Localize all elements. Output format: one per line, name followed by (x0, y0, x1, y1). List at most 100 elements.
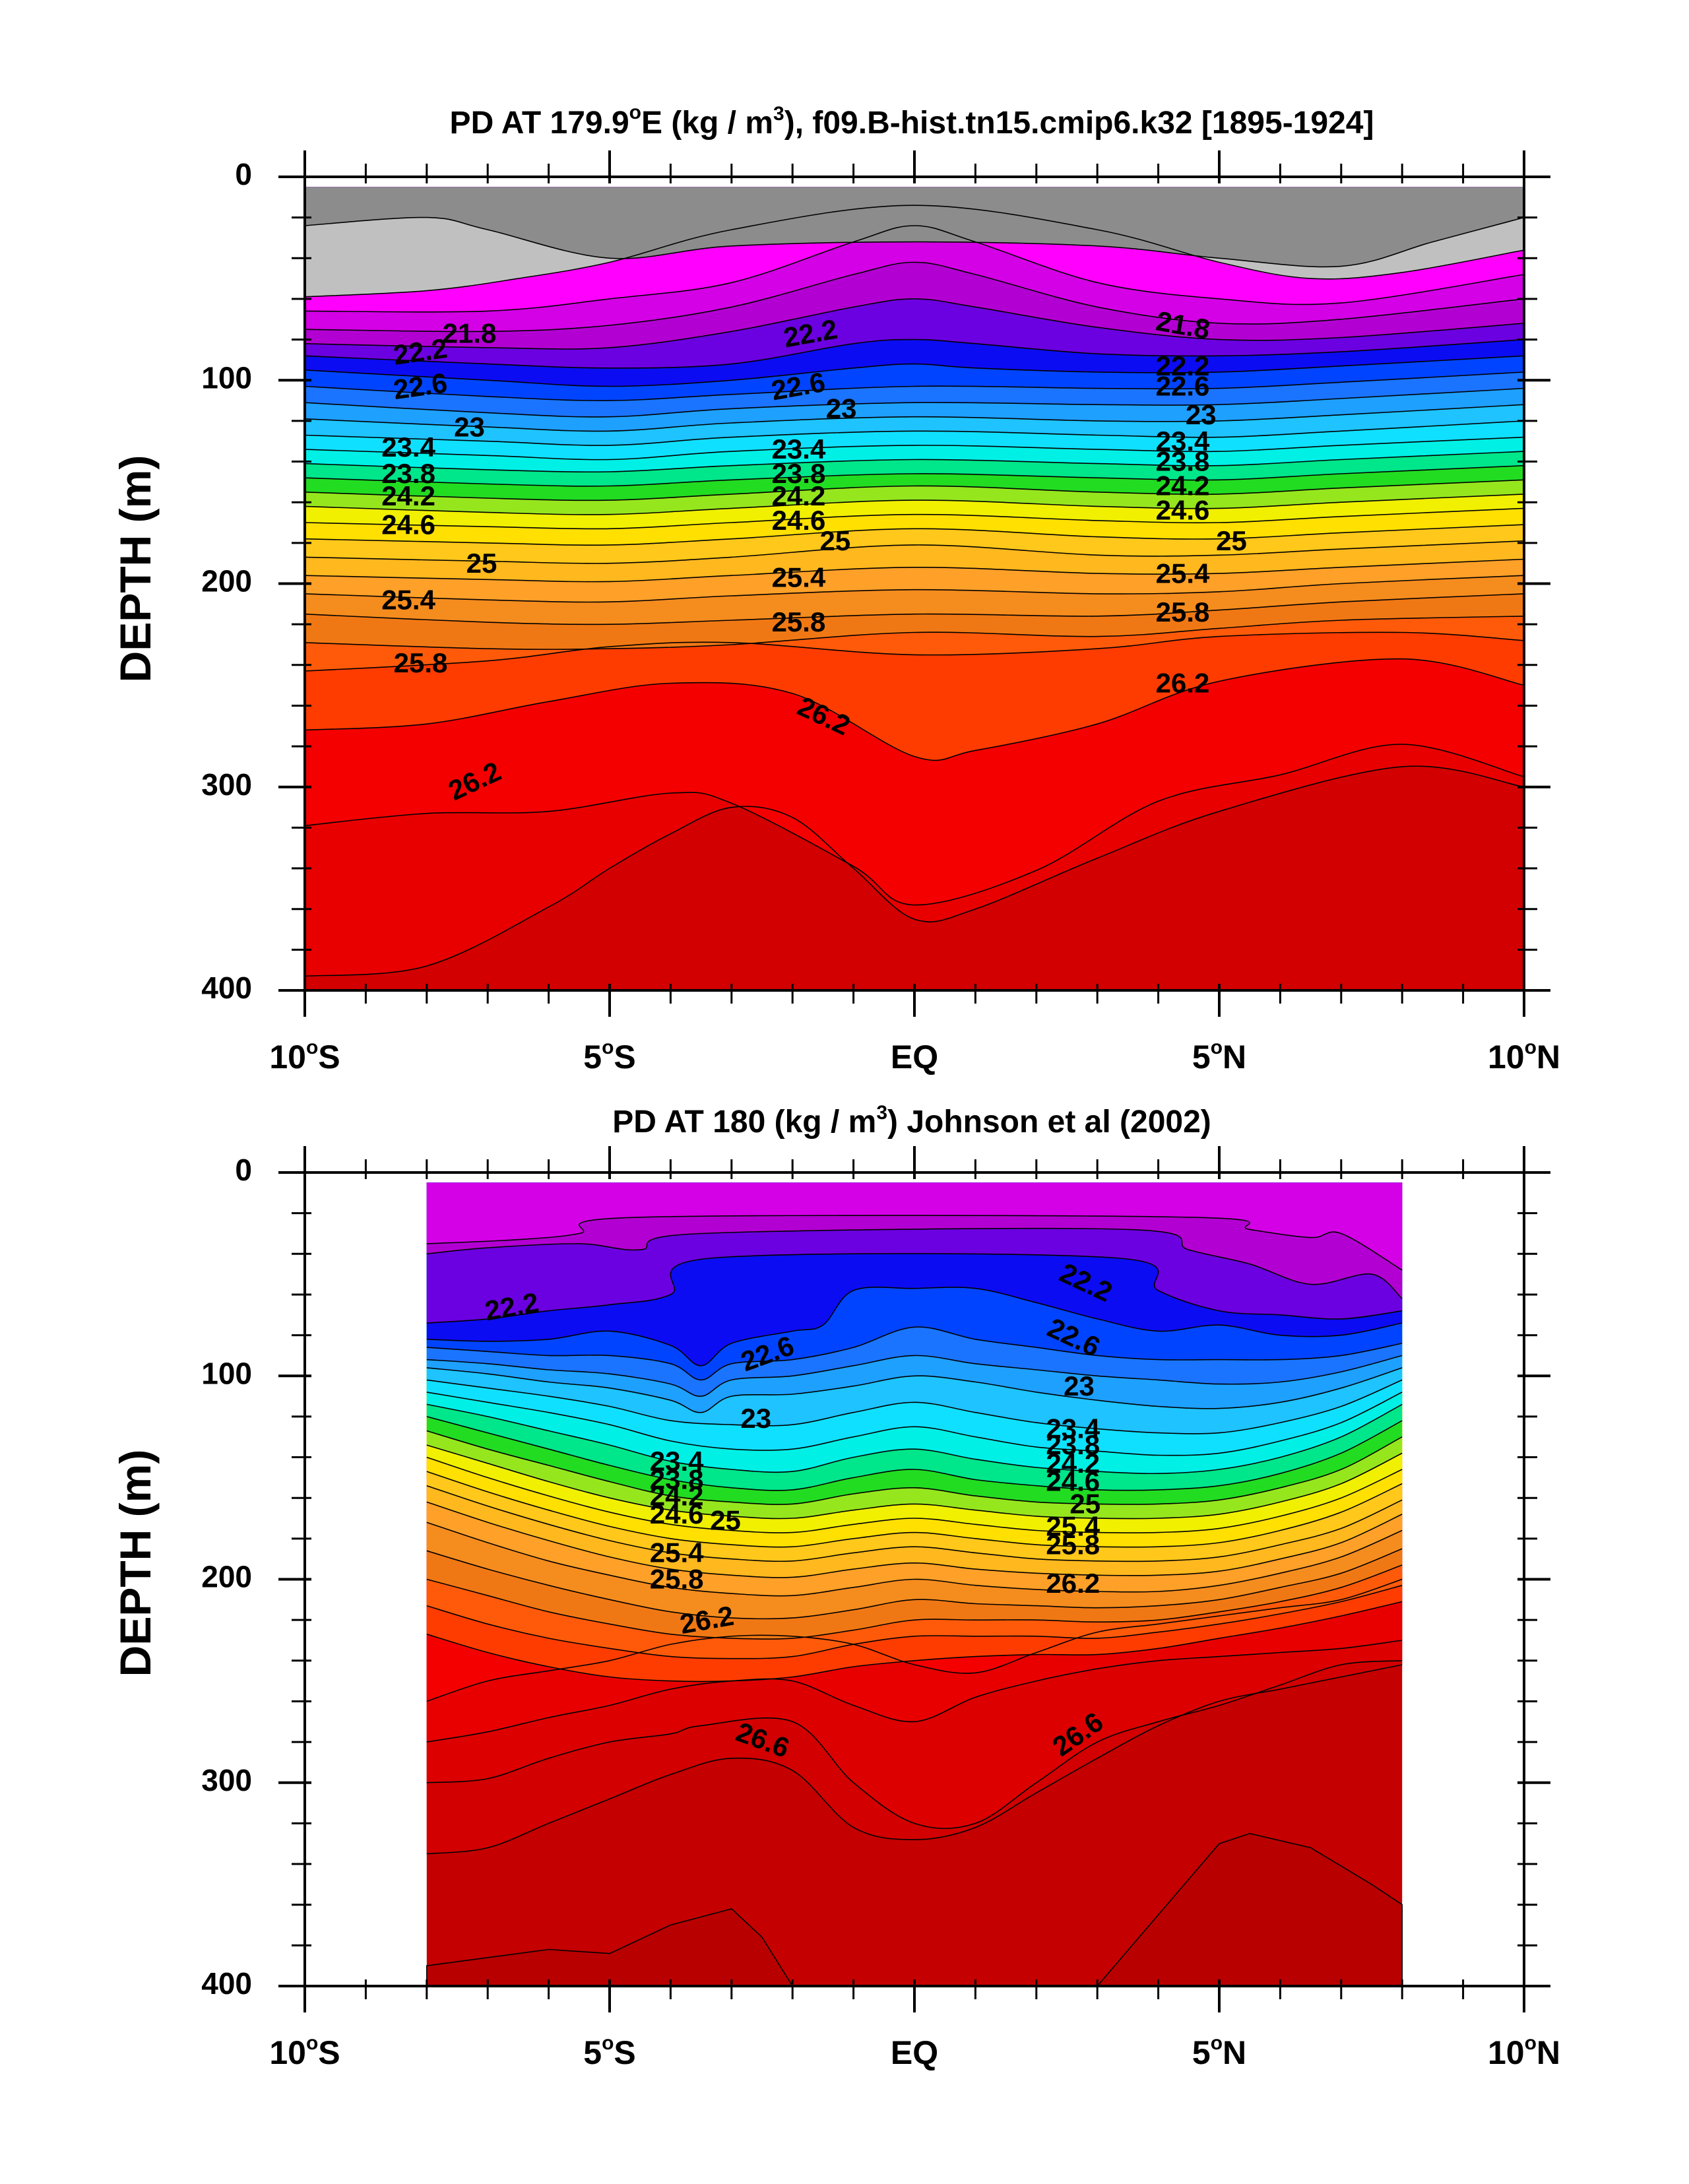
y-tick-label: 300 (201, 1763, 252, 1797)
x-tick-label: 5oN (1192, 2032, 1246, 2071)
isopycnal-line-26.2 (305, 658, 1524, 761)
contour-label: 24.6 (1156, 495, 1210, 526)
isopycnal-line-26 (305, 631, 1524, 672)
observation-panel: PD AT 180 (kg / m3) Johnson et al (2002)… (111, 1102, 1560, 2071)
isopycnal-line-25.1 (426, 1501, 1403, 1578)
isopycnal-line-25.8 (305, 616, 1524, 650)
contour-label: 24.2 (1046, 1448, 1100, 1479)
isopycnal-line-25.3 (426, 1522, 1403, 1597)
isopycnal-line-26.3 (426, 1578, 1403, 1702)
isopycnal-line-21.9 (426, 1215, 1403, 1271)
contour-fills (426, 1182, 1403, 1986)
y-axis-label: DEPTH (m) (111, 455, 160, 683)
y-tick-label: 400 (201, 971, 252, 1005)
isopycnal-line-26.9 (426, 1664, 1403, 1855)
contour-label: 25.4 (650, 1537, 704, 1568)
isopycnal-line-22.7 (426, 1326, 1403, 1381)
isopycnal-line-23.5 (426, 1392, 1403, 1456)
contour-label: 23.4 (1156, 426, 1210, 457)
contour-label: 25 (820, 525, 851, 556)
isopycnal-line-22.8 (305, 371, 1524, 401)
contour-label: 22.6 (391, 367, 449, 405)
isopycnal-line-24.8 (305, 524, 1524, 546)
contour-label: 25.4 (1046, 1511, 1100, 1542)
contour-label: 23.4 (1046, 1413, 1100, 1444)
contour-label: 23.4 (381, 432, 435, 463)
isopycnal-line-24.4 (305, 494, 1524, 515)
contour-label: 25.4 (1156, 558, 1210, 589)
contour-label: 25.8 (1046, 1529, 1100, 1560)
x-tick-label: 10oN (1488, 1037, 1560, 1076)
contour-label: 23.4 (772, 434, 826, 465)
isopycnal-line-23.2 (305, 404, 1524, 432)
isopycnal-line-24.5 (426, 1456, 1403, 1533)
isopycnal-line-25.6 (305, 593, 1524, 626)
isopycnal-line-24.7 (426, 1471, 1403, 1548)
contour-label: 23 (826, 393, 857, 424)
isopycnal-line-23.9 (426, 1416, 1403, 1491)
contour-label: 24.6 (381, 509, 435, 540)
isopycnal-line-24.3 (426, 1444, 1403, 1520)
y-tick-label: 0 (235, 1153, 252, 1187)
isopycnal-line-23 (305, 387, 1524, 418)
contour-label: 25 (466, 548, 497, 579)
panel-title: PD AT 179.9oE (kg / m3), f09.B-hist.tn15… (450, 102, 1374, 141)
contour-label: 25.8 (650, 1564, 704, 1595)
axes: 0 100 200 300 400 10oS 5oS EQ 5oN 10oN (201, 1146, 1560, 2071)
contour-label: 24.2 (1156, 470, 1210, 501)
density-band-21.9 (426, 1182, 1403, 1270)
contour-label: 25 (1069, 1489, 1100, 1520)
contour-label: 25.8 (394, 647, 448, 678)
isopycnal-line-25.5 (426, 1548, 1403, 1620)
isopycnal-line-23.8 (305, 451, 1524, 473)
contour-label: 24.6 (772, 505, 826, 536)
contour-label: 23.8 (772, 458, 826, 489)
contour-label: 22.2 (1156, 350, 1210, 381)
x-tick-label: EQ (891, 2034, 938, 2071)
isopycnal-line-21.4 (305, 216, 1524, 268)
contour-label: 23.8 (1046, 1429, 1100, 1460)
y-tick-label: 200 (201, 564, 252, 598)
isopycnal-line-26.1 (426, 1601, 1403, 1683)
contour-label: 25.8 (1156, 596, 1210, 627)
contour-label: 24.6 (650, 1498, 704, 1529)
contour-label: 25.8 (772, 606, 826, 637)
contour-label: 25 (710, 1504, 741, 1535)
contour-label: 23.4 (650, 1446, 704, 1477)
isopycnal-line-23.6 (305, 436, 1524, 461)
isopycnal-line-21.8 (305, 225, 1524, 313)
contour-label: 24.6 (1046, 1466, 1100, 1497)
isopycnal-line-26.7 (426, 1660, 1403, 1829)
contour-label: 24.2 (381, 480, 435, 511)
contour-label: 23 (1064, 1370, 1095, 1401)
isopycnal-line-22 (305, 261, 1524, 333)
isopycnal-line-23.4 (305, 420, 1524, 446)
x-tick-label: 10oN (1488, 2032, 1560, 2071)
x-tick-label: EQ (891, 1039, 938, 1076)
deep-density-patch (1097, 1832, 1403, 1986)
isopycnal-line-23.3 (426, 1379, 1403, 1434)
axes: 0 100 200 300 400 10oS 5oS EQ 5oN 10oN (201, 150, 1560, 1076)
contour-label: 23 (1186, 399, 1217, 430)
contour-label: 22.2 (391, 333, 449, 371)
contour-label: 23 (454, 411, 485, 442)
contour-label: 23.8 (650, 1464, 704, 1495)
x-tick-label: 5oN (1192, 1037, 1246, 1076)
x-tick-label: 5oS (583, 1037, 636, 1076)
y-tick-label: 100 (201, 360, 252, 395)
y-tick-label: 400 (201, 1966, 252, 2001)
model-panel: PD AT 179.9oE (kg / m3), f09.B-hist.tn15… (111, 102, 1560, 1076)
density-band-21.4 (305, 187, 1524, 267)
isopycnal-line-26.5 (426, 1640, 1403, 1743)
isopycnal-line-24.1 (426, 1430, 1403, 1505)
isopycnal-line-26.4 (305, 744, 1524, 906)
contour-label: 21.8 (443, 318, 497, 349)
deep-density-patch (426, 1908, 794, 1986)
isopycnal-line-24.9 (426, 1485, 1403, 1562)
contour-label: 25.4 (381, 584, 435, 615)
x-tick-label: 10oS (269, 2032, 340, 2071)
isopycnal-line-25.9 (426, 1584, 1403, 1659)
contour-label: 26.2 (1156, 668, 1210, 699)
y-tick-label: 300 (201, 767, 252, 802)
